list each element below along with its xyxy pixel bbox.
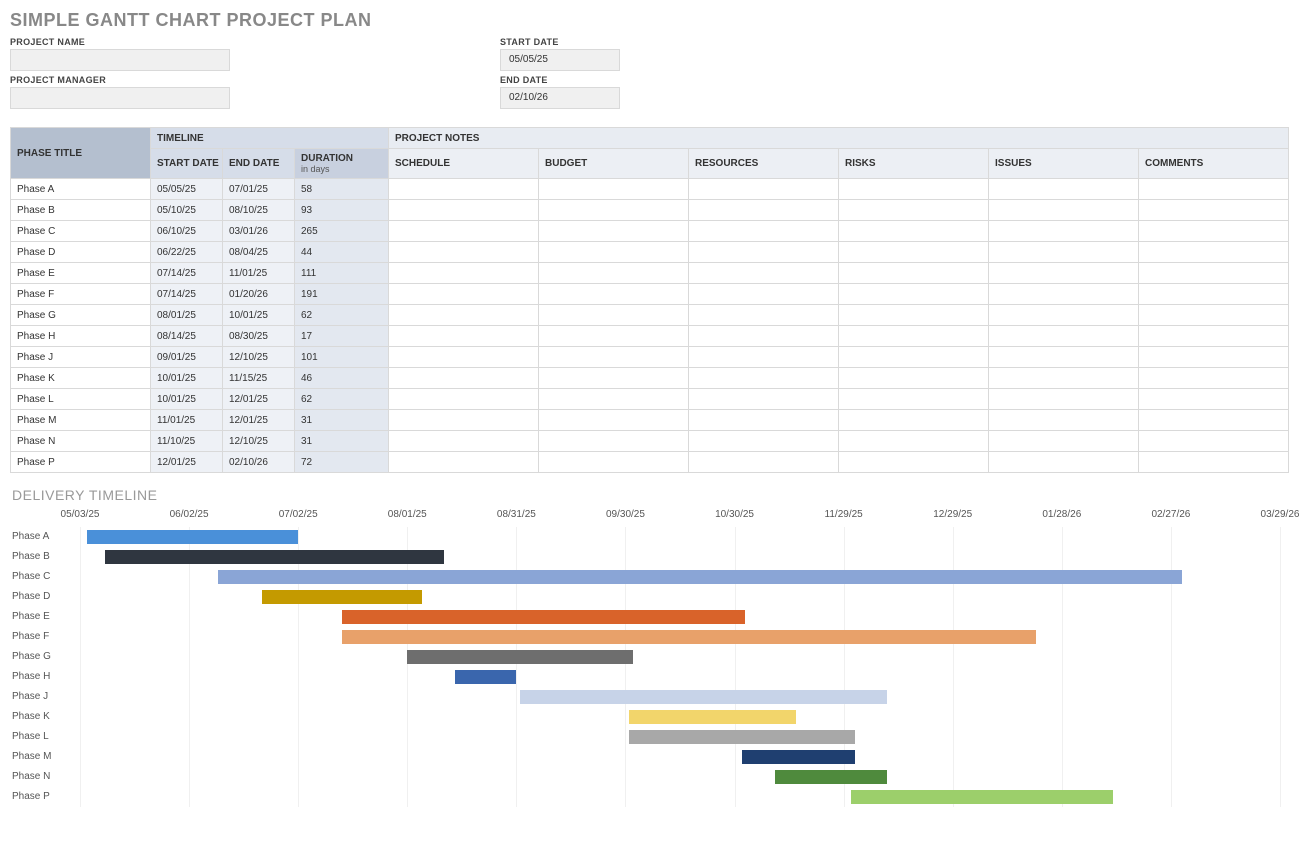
gantt-tick: 06/02/25 bbox=[170, 509, 209, 520]
gantt-row: Phase G bbox=[80, 647, 1280, 667]
gantt-row: Phase H bbox=[80, 667, 1280, 687]
table-row: Phase G08/01/2510/01/2562 bbox=[11, 305, 1289, 326]
gantt-row-label: Phase A bbox=[12, 527, 72, 547]
gantt-row: Phase P bbox=[80, 787, 1280, 807]
gantt-tick: 03/29/26 bbox=[1261, 509, 1299, 520]
col-header-row: START DATE END DATE DURATION in days SCH… bbox=[11, 149, 1289, 179]
gantt-row-label: Phase P bbox=[12, 787, 72, 807]
gantt-row: Phase K bbox=[80, 707, 1280, 727]
gantt-bar[interactable] bbox=[218, 570, 1182, 584]
gantt-bar[interactable] bbox=[262, 590, 422, 604]
col-schedule: SCHEDULE bbox=[389, 149, 539, 179]
gantt-row: Phase A bbox=[80, 527, 1280, 547]
gantt-bar[interactable] bbox=[407, 650, 632, 664]
gantt-bar[interactable] bbox=[520, 690, 887, 704]
gantt-row: Phase E bbox=[80, 607, 1280, 627]
project-manager-input[interactable] bbox=[10, 87, 230, 109]
table-row: Phase B05/10/2508/10/2593 bbox=[11, 200, 1289, 221]
gantt-row: Phase J bbox=[80, 687, 1280, 707]
col-budget: BUDGET bbox=[539, 149, 689, 179]
gantt-tick: 02/27/26 bbox=[1151, 509, 1190, 520]
gantt-bar[interactable] bbox=[742, 750, 855, 764]
col-duration: DURATION in days bbox=[295, 149, 389, 179]
gantt-row-label: Phase B bbox=[12, 547, 72, 567]
gantt-row-label: Phase E bbox=[12, 607, 72, 627]
gantt-bar[interactable] bbox=[775, 770, 888, 784]
gantt-row: Phase B bbox=[80, 547, 1280, 567]
gantt-tick: 12/29/25 bbox=[933, 509, 972, 520]
plan-table: PHASE TITLE TIMELINE PROJECT NOTES START… bbox=[10, 127, 1289, 473]
table-row: Phase C06/10/2503/01/26265 bbox=[11, 221, 1289, 242]
gantt-body: Phase APhase BPhase CPhase DPhase EPhase… bbox=[80, 527, 1280, 807]
gantt-axis: 05/03/2506/02/2507/02/2508/01/2508/31/25… bbox=[80, 509, 1280, 527]
table-row: Phase L10/01/2512/01/2562 bbox=[11, 389, 1289, 410]
gantt-row-label: Phase K bbox=[12, 707, 72, 727]
table-row: Phase J09/01/2512/10/25101 bbox=[11, 347, 1289, 368]
group-timeline: TIMELINE bbox=[151, 128, 389, 149]
col-comments: COMMENTS bbox=[1139, 149, 1289, 179]
table-row: Phase M11/01/2512/01/2531 bbox=[11, 410, 1289, 431]
gantt-bar[interactable] bbox=[342, 610, 746, 624]
gantt-bar[interactable] bbox=[105, 550, 443, 564]
table-row: Phase P12/01/2502/10/2672 bbox=[11, 452, 1289, 473]
gantt-tick: 01/28/26 bbox=[1042, 509, 1081, 520]
col-resources: RESOURCES bbox=[689, 149, 839, 179]
gantt-bar[interactable] bbox=[87, 530, 298, 544]
table-row: Phase E07/14/2511/01/25111 bbox=[11, 263, 1289, 284]
page-title: SIMPLE GANTT CHART PROJECT PLAN bbox=[10, 10, 1289, 31]
table-row: Phase N11/10/2512/10/2531 bbox=[11, 431, 1289, 452]
gantt-row: Phase D bbox=[80, 587, 1280, 607]
end-date-input[interactable]: 02/10/26 bbox=[500, 87, 620, 109]
gantt-row: Phase C bbox=[80, 567, 1280, 587]
gantt-row-label: Phase N bbox=[12, 767, 72, 787]
gantt-tick: 11/29/25 bbox=[825, 509, 863, 520]
gantt-row-label: Phase M bbox=[12, 747, 72, 767]
project-name-input[interactable] bbox=[10, 49, 230, 71]
gantt-bar[interactable] bbox=[629, 730, 854, 744]
gantt-row-label: Phase J bbox=[12, 687, 72, 707]
end-date-label: END DATE bbox=[500, 75, 620, 85]
gantt-tick: 05/03/25 bbox=[61, 509, 100, 520]
col-end-date: END DATE bbox=[223, 149, 295, 179]
gantt-row: Phase M bbox=[80, 747, 1280, 767]
group-header-row: PHASE TITLE TIMELINE PROJECT NOTES bbox=[11, 128, 1289, 149]
col-start-date: START DATE bbox=[151, 149, 223, 179]
gantt-row-label: Phase D bbox=[12, 587, 72, 607]
table-row: Phase D06/22/2508/04/2544 bbox=[11, 242, 1289, 263]
gantt-tick: 07/02/25 bbox=[279, 509, 318, 520]
col-phase-title: PHASE TITLE bbox=[11, 128, 151, 179]
gantt-row: Phase L bbox=[80, 727, 1280, 747]
col-issues: ISSUES bbox=[989, 149, 1139, 179]
gantt-row-label: Phase C bbox=[12, 567, 72, 587]
project-manager-label: PROJECT MANAGER bbox=[10, 75, 230, 85]
gantt-row-label: Phase F bbox=[12, 627, 72, 647]
gantt-tick: 08/31/25 bbox=[497, 509, 536, 520]
start-date-label: START DATE bbox=[500, 37, 620, 47]
project-name-label: PROJECT NAME bbox=[10, 37, 230, 47]
gantt-row: Phase F bbox=[80, 627, 1280, 647]
gantt-tick: 10/30/25 bbox=[715, 509, 754, 520]
gantt-chart: 05/03/25 06/02/25 07/02/25 08/01/25 08/31/25… bbox=[10, 509, 1289, 807]
gantt-row-label: Phase H bbox=[12, 667, 72, 687]
start-date-input[interactable]: 05/05/25 bbox=[500, 49, 620, 71]
group-notes: PROJECT NOTES bbox=[389, 128, 1289, 149]
gantt-title: DELIVERY TIMELINE bbox=[12, 487, 1289, 503]
gantt-row: Phase N bbox=[80, 767, 1280, 787]
table-row: Phase A05/05/2507/01/2558 bbox=[11, 179, 1289, 200]
gantt-tick: 09/30/25 bbox=[606, 509, 645, 520]
gantt-bar[interactable] bbox=[851, 790, 1113, 804]
gantt-row-label: Phase L bbox=[12, 727, 72, 747]
meta-section: PROJECT NAME PROJECT MANAGER START DATE … bbox=[10, 37, 1289, 113]
col-risks: RISKS bbox=[839, 149, 989, 179]
gantt-tick: 08/01/25 bbox=[388, 509, 427, 520]
table-row: Phase H08/14/2508/30/2517 bbox=[11, 326, 1289, 347]
gantt-row-label: Phase G bbox=[12, 647, 72, 667]
gantt-bar[interactable] bbox=[629, 710, 796, 724]
gantt-bar[interactable] bbox=[342, 630, 1037, 644]
gantt-bar[interactable] bbox=[455, 670, 517, 684]
table-row: Phase K10/01/2511/15/2546 bbox=[11, 368, 1289, 389]
table-row: Phase F07/14/2501/20/26191 bbox=[11, 284, 1289, 305]
